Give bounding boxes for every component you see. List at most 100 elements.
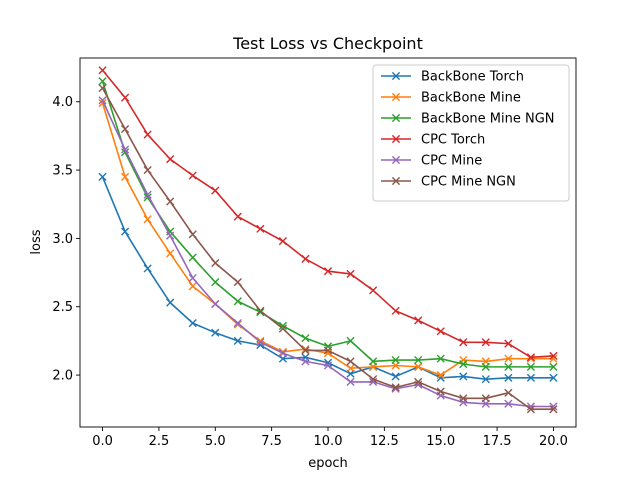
data-point [98, 172, 107, 181]
x-tick-label: 5.0 [205, 434, 226, 449]
data-point [98, 96, 107, 105]
legend-marker [391, 92, 401, 102]
legend-marker [391, 176, 401, 186]
data-point [233, 278, 242, 287]
data-point [526, 353, 536, 362]
legend-label: CPC Torch [421, 133, 485, 148]
legend-item: CPC Mine [381, 154, 482, 169]
legend-item: CPC Torch [381, 133, 485, 148]
y-tick-label: 2.0 [52, 369, 73, 384]
data-point [504, 373, 513, 382]
y-tick-label: 4.0 [52, 95, 73, 110]
legend-item: BackBone Mine NGN [381, 112, 555, 127]
data-point [211, 328, 220, 337]
data-point [459, 394, 468, 403]
data-point [211, 299, 220, 309]
data-point [188, 273, 197, 283]
data-point [368, 286, 378, 295]
data-point [526, 373, 536, 382]
data-point [188, 253, 197, 262]
data-point [188, 319, 197, 328]
data-point [391, 355, 400, 365]
data-point [391, 372, 400, 381]
data-point [120, 124, 130, 134]
x-tick-label: 10.0 [314, 434, 343, 449]
legend-marker [391, 134, 401, 144]
data-point [278, 237, 288, 246]
data-point [120, 145, 130, 154]
data-point [211, 278, 220, 287]
data-point [120, 172, 130, 181]
data-point [436, 373, 445, 382]
legend-item: BackBone Torch [381, 70, 524, 85]
series-5 [98, 83, 558, 414]
data-point [414, 316, 423, 325]
data-point [143, 130, 152, 139]
axis-ticks: 0.0 2.5 5.0 7.5 10.0 12.5 15.0 17.5 20.0 2.0 2.5 3.… [52, 57, 577, 449]
data-point [504, 354, 513, 363]
legend-marker [391, 71, 401, 81]
x-tick-label: 7.5 [261, 434, 282, 449]
data-point [526, 405, 536, 414]
data-point [481, 338, 490, 347]
data-point [346, 269, 355, 279]
data-point [323, 361, 333, 370]
x-axis-title: epoch [308, 456, 348, 471]
data-point [436, 387, 445, 396]
data-point [459, 372, 468, 381]
data-point [504, 339, 513, 348]
data-point [549, 351, 558, 361]
x-tick-label: 15.0 [426, 434, 455, 449]
data-point [504, 388, 513, 397]
y-axis-title: loss [29, 229, 44, 254]
data-point [368, 375, 378, 384]
data-point [526, 362, 536, 371]
data-point [278, 349, 288, 358]
series-4 [98, 96, 558, 411]
legend-label: CPC Mine [421, 154, 482, 169]
data-point [436, 327, 445, 336]
data-point [301, 357, 310, 366]
data-point [166, 197, 175, 206]
data-point [188, 171, 197, 180]
data-point [459, 338, 468, 347]
legend-label: BackBone Torch [421, 70, 524, 85]
data-point [459, 360, 468, 369]
data-point [188, 282, 197, 291]
data-point [143, 264, 152, 273]
data-point [346, 357, 355, 366]
data-point [368, 357, 378, 366]
data-point [278, 324, 288, 333]
data-point [166, 231, 175, 240]
data-point [233, 319, 242, 328]
data-point [549, 373, 558, 382]
data-point [278, 321, 288, 330]
data-point [391, 306, 400, 315]
data-point [346, 377, 355, 386]
chart-title: Test Loss vs Checkpoint [232, 34, 423, 53]
data-point [346, 336, 355, 345]
x-tick-label: 2.5 [149, 434, 170, 449]
data-point [323, 346, 333, 355]
data-point [549, 405, 558, 414]
x-tick-label: 0.0 [92, 434, 113, 449]
x-tick-label: 17.5 [483, 434, 512, 449]
data-point [301, 334, 310, 343]
x-tick-label: 12.5 [370, 434, 399, 449]
data-point [233, 297, 242, 306]
data-point [301, 345, 310, 354]
data-point [98, 66, 107, 75]
legend-label: BackBone Mine NGN [421, 112, 555, 127]
data-point [143, 165, 152, 175]
data-point [256, 308, 265, 317]
legend-marker [391, 155, 401, 165]
data-point [256, 224, 265, 233]
data-point [481, 394, 490, 403]
legend-label: BackBone Mine [421, 91, 521, 106]
data-point [233, 212, 242, 221]
data-point [166, 298, 175, 307]
data-point [188, 230, 197, 239]
legend-marker [391, 113, 401, 123]
data-point [323, 267, 333, 276]
